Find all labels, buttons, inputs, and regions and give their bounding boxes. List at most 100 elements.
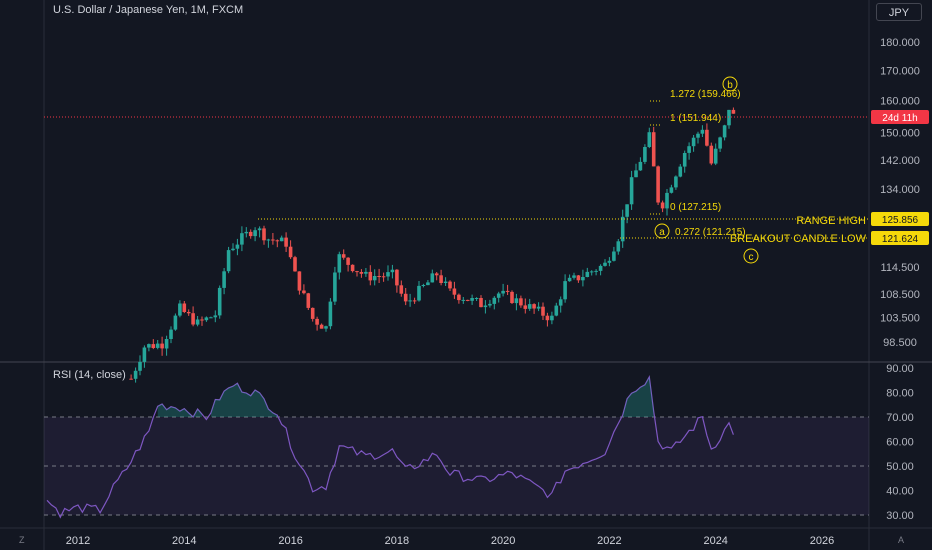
time-tick-label: 2026 bbox=[810, 535, 834, 547]
time-axis[interactable]: 2012 2014 2016 2018 2020 2022 2024 2026 bbox=[66, 535, 834, 547]
fib-1272-label: 1.272 (159.466) bbox=[670, 89, 741, 100]
candle-body bbox=[169, 329, 173, 339]
fib-0272-label: 0.272 (121.215) bbox=[675, 227, 746, 238]
rsi-tick-label: 30.00 bbox=[886, 510, 914, 522]
candle-body bbox=[319, 324, 324, 329]
price-tick-label: 134.000 bbox=[880, 184, 920, 196]
candle-body bbox=[129, 378, 133, 380]
candle-body bbox=[541, 306, 545, 316]
candle-body bbox=[262, 228, 266, 241]
candle-body bbox=[341, 254, 346, 258]
rsi-title[interactable]: RSI (14, close) bbox=[53, 369, 126, 381]
candle-body bbox=[625, 204, 629, 217]
auto-scale-corner[interactable]: A bbox=[898, 535, 905, 545]
time-tick-label: 2012 bbox=[66, 535, 90, 547]
symbol-title[interactable]: U.S. Dollar / Japanese Yen, 1M, FXCM bbox=[53, 4, 244, 16]
candle-body bbox=[638, 161, 643, 171]
candle-body bbox=[408, 300, 412, 302]
candle-body bbox=[182, 303, 187, 312]
wave-b-circle bbox=[722, 76, 738, 92]
candle-body bbox=[527, 304, 532, 309]
candle-body bbox=[275, 240, 280, 242]
time-tick-label: 2020 bbox=[491, 535, 515, 547]
candle-body bbox=[235, 244, 240, 249]
range-high-value: 125.856 bbox=[882, 215, 919, 226]
candle-body bbox=[186, 312, 191, 314]
breakout-low-box bbox=[871, 231, 929, 245]
time-tick-label: 2022 bbox=[597, 535, 621, 547]
candle-body bbox=[213, 315, 218, 318]
candle-body bbox=[470, 298, 474, 301]
candle-body bbox=[452, 288, 457, 295]
candle-body bbox=[563, 281, 567, 300]
range-high-text: RANGE HIGH bbox=[796, 215, 866, 227]
candle-body bbox=[160, 343, 164, 349]
candle-body bbox=[567, 277, 572, 282]
rsi-tick-label: 50.00 bbox=[886, 461, 914, 473]
candle-body bbox=[164, 339, 169, 349]
candle-body bbox=[700, 129, 705, 134]
candle-body bbox=[727, 109, 731, 126]
candle-body bbox=[346, 257, 350, 265]
candle-body bbox=[284, 237, 288, 247]
breakout-low-text: BREAKOUT CANDLE LOW bbox=[730, 233, 867, 245]
candle-body bbox=[550, 315, 554, 321]
candle-body bbox=[594, 270, 598, 272]
candle-body bbox=[532, 304, 536, 309]
candle-body bbox=[607, 260, 612, 263]
candle-body bbox=[426, 282, 430, 286]
candle-body bbox=[687, 146, 691, 153]
candle-body bbox=[337, 254, 342, 273]
wave-c-circle bbox=[743, 248, 759, 264]
candle-body bbox=[514, 298, 519, 304]
candle-body bbox=[572, 275, 576, 278]
rsi-overbought-area bbox=[157, 404, 202, 417]
range-high-box bbox=[871, 212, 929, 226]
time-tick-label: 2018 bbox=[385, 535, 409, 547]
candle-body bbox=[328, 301, 333, 327]
candle-body bbox=[669, 187, 674, 193]
candle-body bbox=[155, 343, 160, 348]
candle-body bbox=[253, 230, 257, 237]
candle-body bbox=[492, 297, 497, 304]
candle-body bbox=[731, 109, 736, 114]
timezone-corner[interactable]: Z bbox=[19, 535, 25, 545]
rsi-axis[interactable]: 90.00 80.00 70.00 60.00 50.00 40.00 30.00 bbox=[886, 363, 914, 522]
rsi-tick-label: 40.00 bbox=[886, 486, 914, 498]
currency-button[interactable]: JPY bbox=[876, 3, 922, 21]
candle-body bbox=[656, 166, 660, 203]
candle-body bbox=[257, 228, 262, 231]
candle-body bbox=[598, 265, 603, 271]
candle-body bbox=[634, 170, 638, 178]
candle-body bbox=[195, 319, 200, 325]
candle-body bbox=[231, 248, 235, 251]
candle-body bbox=[620, 216, 625, 242]
candle-body bbox=[173, 315, 178, 330]
countdown-text: 24d 11h bbox=[882, 113, 917, 124]
candle-body bbox=[191, 313, 195, 325]
candle-body bbox=[293, 257, 297, 272]
candle-body bbox=[585, 271, 590, 277]
price-tick-label: 150.000 bbox=[880, 128, 920, 140]
candle-body bbox=[315, 318, 319, 325]
candle-body bbox=[386, 272, 390, 277]
candle-body bbox=[589, 271, 594, 273]
price-tick-label: 103.500 bbox=[880, 312, 920, 324]
candle-body bbox=[279, 237, 284, 242]
candle-body bbox=[359, 272, 364, 274]
candle-body bbox=[581, 277, 585, 281]
wave-c-label: c bbox=[749, 252, 754, 263]
rsi-line bbox=[46, 375, 734, 519]
candle-body bbox=[151, 344, 156, 348]
candle-body bbox=[629, 177, 634, 205]
wave-a-label: a bbox=[659, 227, 665, 238]
candle-body bbox=[138, 361, 142, 371]
rsi-overbought-fill bbox=[157, 376, 654, 417]
candle-body bbox=[310, 307, 315, 319]
candle-body bbox=[200, 319, 204, 321]
candle-body bbox=[240, 233, 244, 245]
wave-a-circle bbox=[654, 223, 670, 239]
candle-body bbox=[271, 239, 275, 241]
